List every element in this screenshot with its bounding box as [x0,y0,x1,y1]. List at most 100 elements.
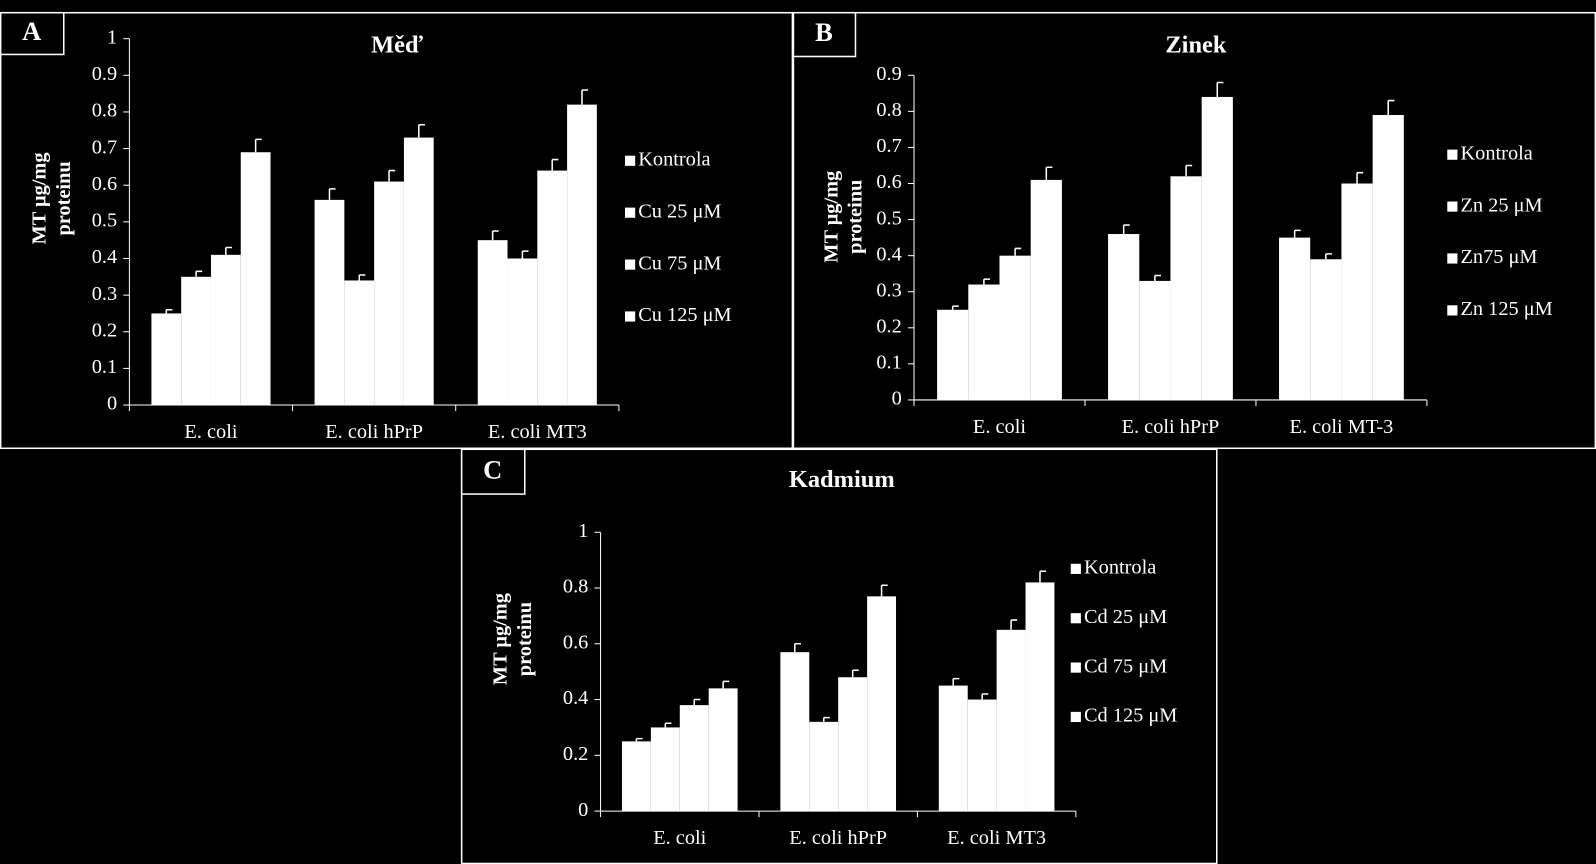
bar [374,181,404,406]
error-bar [388,169,396,182]
error-bar [664,722,672,728]
bar [1025,582,1055,812]
y-tick-label: 1 [578,520,588,542]
y-tick-label: 0.8 [563,576,588,598]
bar [1279,237,1311,400]
y-tick-label: 0.6 [876,171,901,193]
bar [809,721,839,812]
panel-label: A [22,16,41,46]
error-bar [254,138,262,153]
error-bar [1039,570,1047,583]
chart-title: Zinek [1165,31,1226,58]
panel-border [460,448,1218,864]
x-tick-label: E. coli hPrP [325,421,423,443]
x-tick-label: E. coli hPrP [1122,416,1220,438]
error-bar [1325,253,1332,260]
error-bar [328,188,336,200]
error-bar [693,698,701,706]
panel-label-box [0,11,65,56]
bar [151,313,182,406]
legend-label: Zn 25 μM [1461,194,1543,216]
y-tick-label: 0.4 [92,246,117,268]
legend-swatch [1447,253,1458,264]
bar [621,741,651,812]
bar [507,258,538,406]
y-tick-label: 0.3 [92,283,117,305]
error-bar [551,158,559,171]
bar [999,255,1031,400]
y-tick-label: 0.7 [876,135,901,157]
panel-border [792,11,1596,450]
bar [210,254,241,406]
error-bar [822,716,830,722]
error-bar [1045,166,1053,180]
legend-swatch [1447,305,1458,316]
error-bar [1216,81,1224,97]
y-tick-label: 0.2 [876,315,901,337]
legend-label: Cu 25 μM [638,200,721,222]
x-tick-label: E. coli [184,421,237,443]
legend-swatch [624,311,636,322]
bar [240,152,271,406]
bar [1310,259,1342,400]
chart-title: Kadmium [789,466,895,493]
bar [838,677,868,812]
y-axis-label: proteinu [514,602,536,676]
legend-swatch [624,207,636,218]
y-tick-label: 0.9 [92,63,117,85]
bar [968,284,1000,400]
legend-label: Kontrola [1084,557,1156,579]
bar [967,699,997,812]
y-tick-label: 0.8 [876,99,901,121]
legend-label: Kontrola [1461,142,1533,164]
y-tick-label: 0.2 [563,743,588,765]
error-bar [225,246,232,255]
x-tick-label: E. coli MT3 [947,827,1046,849]
legend-swatch [1070,711,1081,723]
error-bar [880,584,888,597]
error-bar [418,124,425,138]
y-tick-label: 0.1 [92,356,117,378]
y-tick-label: 0.5 [876,207,901,229]
y-tick-label: 0 [107,393,117,415]
legend-swatch [624,259,636,270]
bar [477,240,508,406]
panel-label: C [483,454,502,484]
bar [1139,280,1171,400]
panel-border [0,11,794,450]
error-bar [1387,99,1395,115]
error-bar [1356,171,1364,184]
bar [1170,176,1202,400]
legend-swatch [1070,662,1081,673]
legend-label: Cu 75 μM [638,252,721,274]
legend-swatch [1070,563,1081,574]
y-tick-label: 0.7 [92,136,117,158]
legend-label: Kontrola [638,148,710,170]
y-axis-label: proteinu [845,180,867,254]
legend-label: Zn 125 μM [1461,298,1553,320]
y-tick-label: 0.8 [92,100,117,122]
bar [403,137,434,406]
legend-label: Cd 125 μM [1084,705,1177,727]
y-tick-label: 0 [892,388,902,410]
x-tick-label: E. coli MT3 [488,421,587,443]
error-bar [1122,224,1130,235]
bar [780,652,810,812]
error-bar [635,737,643,742]
y-axis-label: MT μg/mg [29,152,51,244]
legend-swatch [1447,201,1458,212]
error-bar [851,669,859,678]
error-bar [358,274,366,281]
panel-label-box [460,448,526,495]
legend-swatch [624,155,636,166]
error-bar [521,250,529,259]
y-tick-label: 0.2 [92,319,117,341]
error-bar [983,278,991,285]
bar [650,727,680,812]
y-tick-label: 0.5 [92,210,117,232]
legend-label: Cd 25 μM [1084,606,1167,628]
bar [938,685,968,812]
legend-swatch [1070,613,1081,624]
bar [679,705,709,812]
panel-label: B [815,17,833,47]
